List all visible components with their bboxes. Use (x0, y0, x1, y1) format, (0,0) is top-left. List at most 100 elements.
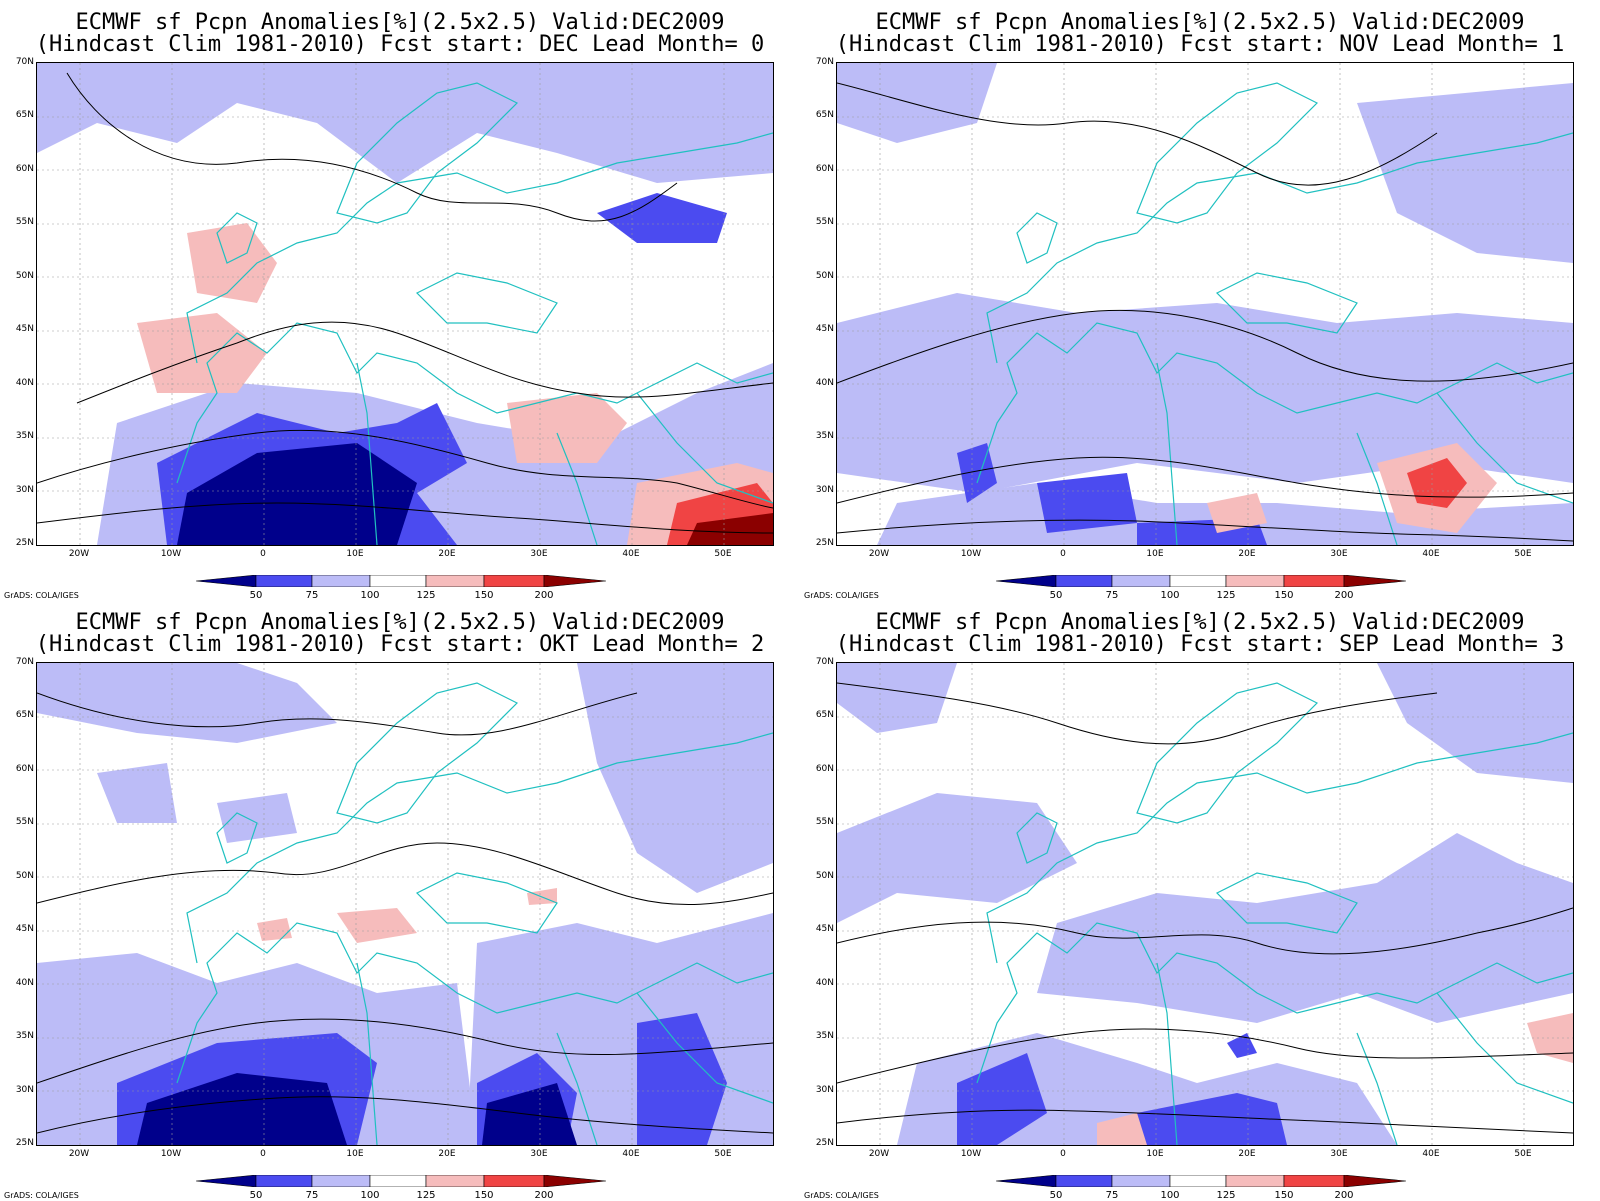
legend-label: 100 (360, 1190, 380, 1201)
lat-label: 30N (815, 1085, 834, 1095)
legend-label: 75 (305, 1190, 319, 1201)
anomaly-region-moderate-deficit (1227, 1033, 1257, 1058)
panel-lead-2: ECMWF sf Pcpn Anomalies[%](2.5x2.5) Vali… (0, 600, 800, 1201)
legend-swatch (369, 575, 427, 587)
legend-label: 100 (360, 590, 380, 601)
lat-label: 40N (15, 378, 34, 388)
anomaly-map (837, 663, 1573, 1145)
legend-label: 125 (1216, 1190, 1236, 1201)
lon-label: 40E (1422, 549, 1440, 559)
lon-label: 0 (260, 1149, 266, 1159)
legend-label: 200 (1334, 590, 1354, 601)
anomaly-region-moderate-deficit (957, 443, 997, 503)
legend-swatch (1055, 1175, 1113, 1187)
panel-title-line2: (Hindcast Clim 1981-2010) Fcst start: SE… (835, 632, 1565, 657)
panel-title-line2: (Hindcast Clim 1981-2010) Fcst start: DE… (35, 32, 765, 57)
anomaly-region-strong-deficit (137, 1073, 347, 1145)
graticule (37, 63, 773, 545)
legend-swatch (1111, 1175, 1171, 1187)
map-area (36, 662, 774, 1146)
anomaly-region-above-normal (257, 918, 292, 941)
lon-label: 10W (960, 1149, 982, 1159)
lon-label: 20E (438, 1149, 456, 1159)
lat-label: 35N (15, 431, 34, 441)
lat-label: 60N (815, 164, 834, 174)
anomaly-region-above-normal (1207, 493, 1267, 533)
legend-label: 75 (1105, 1190, 1119, 1201)
lon-label: 10W (160, 549, 182, 559)
lat-label: 55N (815, 817, 834, 827)
anomaly-region-below-normal (97, 763, 177, 823)
lat-label: 50N (15, 271, 34, 281)
legend-label: 200 (1334, 1190, 1354, 1201)
lat-label: 65N (815, 710, 834, 720)
anomaly-region-above-normal (337, 908, 417, 943)
lat-label: 65N (15, 110, 34, 120)
lat-label: 40N (815, 378, 834, 388)
lon-label: 30E (530, 1149, 548, 1159)
lat-label: 60N (15, 164, 34, 174)
legend-label: 200 (534, 1190, 554, 1201)
lat-label: 25N (815, 1138, 834, 1148)
anomaly-map (837, 63, 1573, 545)
lon-label: 50E (1514, 1149, 1532, 1159)
lat-label: 45N (815, 924, 834, 934)
legend-label: 100 (1160, 590, 1180, 601)
color-legend-bar (996, 575, 1406, 587)
legend-swatch (311, 1175, 371, 1187)
legend-swatch (1283, 575, 1345, 587)
lon-label: 20E (1238, 549, 1256, 559)
lon-label: 50E (714, 549, 732, 559)
contour-lines (37, 692, 773, 1134)
legend-label: 50 (249, 590, 263, 601)
legend-swatch (369, 1175, 427, 1187)
graticule (837, 63, 1573, 545)
lat-label: 70N (815, 657, 834, 667)
lat-label: 55N (815, 217, 834, 227)
lat-label: 60N (15, 764, 34, 774)
lon-label: 40E (622, 549, 640, 559)
anomaly-region-below-normal (577, 663, 773, 893)
legend-swatch (1111, 575, 1171, 587)
lon-label: 20W (868, 549, 890, 559)
legend-swatch (1225, 1175, 1285, 1187)
anomaly-region-below-normal (217, 793, 297, 843)
legend-label: 100 (1160, 1190, 1180, 1201)
anomaly-region-strong-surplus (1407, 458, 1467, 508)
legend-label: 75 (1105, 590, 1119, 601)
legend-swatch (196, 575, 257, 587)
legend-label: 50 (1049, 1190, 1063, 1201)
anomaly-region-moderate-deficit (597, 193, 727, 243)
anomaly-region-moderate-deficit (1037, 473, 1137, 533)
map-area (836, 662, 1574, 1146)
panel-lead-0: ECMWF sf Pcpn Anomalies[%](2.5x2.5) Vali… (0, 0, 800, 601)
lat-label: 55N (15, 217, 34, 227)
legend-swatch (196, 1175, 257, 1187)
lon-label: 10E (1146, 1149, 1164, 1159)
legend-swatch (996, 1175, 1057, 1187)
map-area (836, 62, 1574, 546)
anomaly-region-above-normal (137, 313, 267, 393)
lon-label: 20E (1238, 1149, 1256, 1159)
panel-lead-1: ECMWF sf Pcpn Anomalies[%](2.5x2.5) Vali… (800, 0, 1600, 601)
anomaly-region-strong-deficit (177, 443, 417, 545)
lon-label: 0 (260, 549, 266, 559)
anomaly-region-below-normal (37, 63, 773, 183)
lon-label: 30E (1330, 549, 1348, 559)
grads-credit: GrADS: COLA/IGES (4, 1191, 79, 1200)
lon-label: 0 (1060, 549, 1066, 559)
lon-label: 20E (438, 549, 456, 559)
anomaly-region-below-normal (1037, 833, 1573, 1023)
lon-label: 20W (68, 549, 90, 559)
anomaly-region-below-normal (837, 293, 1573, 493)
legend-label: 150 (474, 590, 494, 601)
lat-label: 35N (15, 1031, 34, 1041)
lat-label: 65N (15, 710, 34, 720)
color-legend-bar (996, 1175, 1406, 1187)
grads-credit: GrADS: COLA/IGES (804, 591, 879, 600)
lon-label: 40E (622, 1149, 640, 1159)
legend-label: 75 (305, 590, 319, 601)
legend-swatch (996, 575, 1057, 587)
legend-swatch (483, 1175, 545, 1187)
lon-label: 10W (960, 549, 982, 559)
